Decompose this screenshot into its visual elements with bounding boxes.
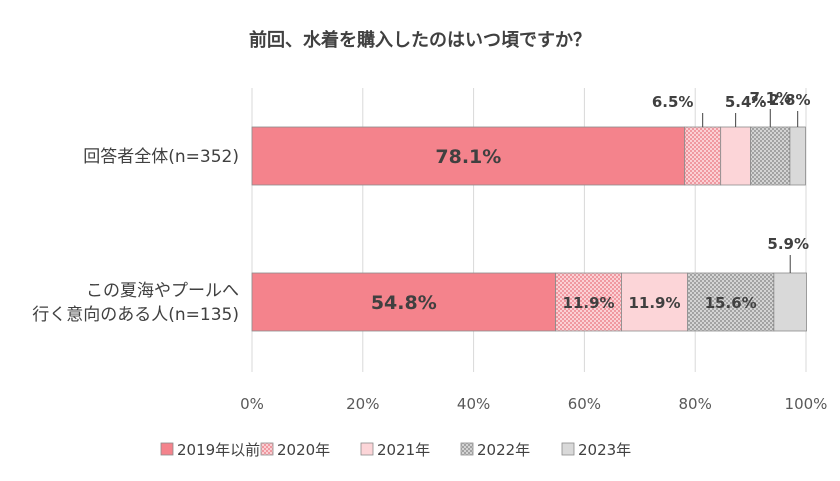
data-label: 5.9% — [767, 235, 809, 253]
data-label: 11.9% — [563, 294, 615, 312]
x-tick-label: 20% — [346, 395, 379, 413]
category-label: この夏海やプールへ — [86, 281, 239, 301]
data-label: 6.5% — [652, 93, 694, 111]
legend: 2019年以前 2020年 2021年 2022年 2023年 — [160, 441, 631, 459]
legend-label: 2019年以前 — [177, 441, 260, 459]
data-label: 5.4% — [725, 93, 767, 111]
x-tick-label: 60% — [568, 395, 601, 413]
legend-label: 2022年 — [477, 441, 530, 459]
legend-swatch — [460, 442, 474, 456]
legend-swatch — [360, 442, 374, 456]
legend-swatch — [260, 442, 274, 456]
bar-segment — [773, 272, 807, 332]
data-label: 78.1% — [435, 146, 501, 168]
bar-segment — [621, 272, 688, 332]
data-label: 2.8% — [769, 91, 811, 109]
bar-segment — [251, 126, 686, 186]
bar-segment — [555, 272, 622, 332]
bar-segment — [251, 272, 556, 332]
x-tick-labels-group: 0% 20% 40% 60% 80% 100% — [240, 395, 827, 413]
bar-segment — [789, 126, 806, 186]
x-tick-label: 80% — [679, 395, 712, 413]
data-label: 7.1% — [749, 89, 791, 107]
data-label: 15.6% — [705, 294, 757, 312]
x-tick-label: 40% — [457, 395, 490, 413]
bar-segment — [750, 126, 791, 186]
x-tick-label: 0% — [240, 395, 264, 413]
data-labels-group: 78.1% 6.5% 5.4%7.1%2.8% 54.8% 11.9% 11.9% 15.6… — [371, 89, 811, 314]
legend-swatch — [561, 442, 575, 456]
legend-label: 2021年 — [377, 441, 430, 459]
category-label: 行く意向のある人(n=135) — [32, 305, 239, 325]
bar-segment — [684, 126, 722, 186]
category-label: 回答者全体(n=352) — [83, 147, 239, 167]
chart-title: 前回、水着を購入したのはいつ頃ですか？ — [249, 29, 591, 51]
bar-segment — [720, 126, 752, 186]
data-label: 11.9% — [628, 294, 680, 312]
x-tick-label: 100% — [785, 395, 828, 413]
legend-swatch — [160, 442, 174, 456]
bar-segment — [687, 272, 775, 332]
data-label: 54.8% — [371, 292, 437, 314]
legend-label: 2023年 — [578, 441, 631, 459]
legend-label: 2020年 — [277, 441, 330, 459]
